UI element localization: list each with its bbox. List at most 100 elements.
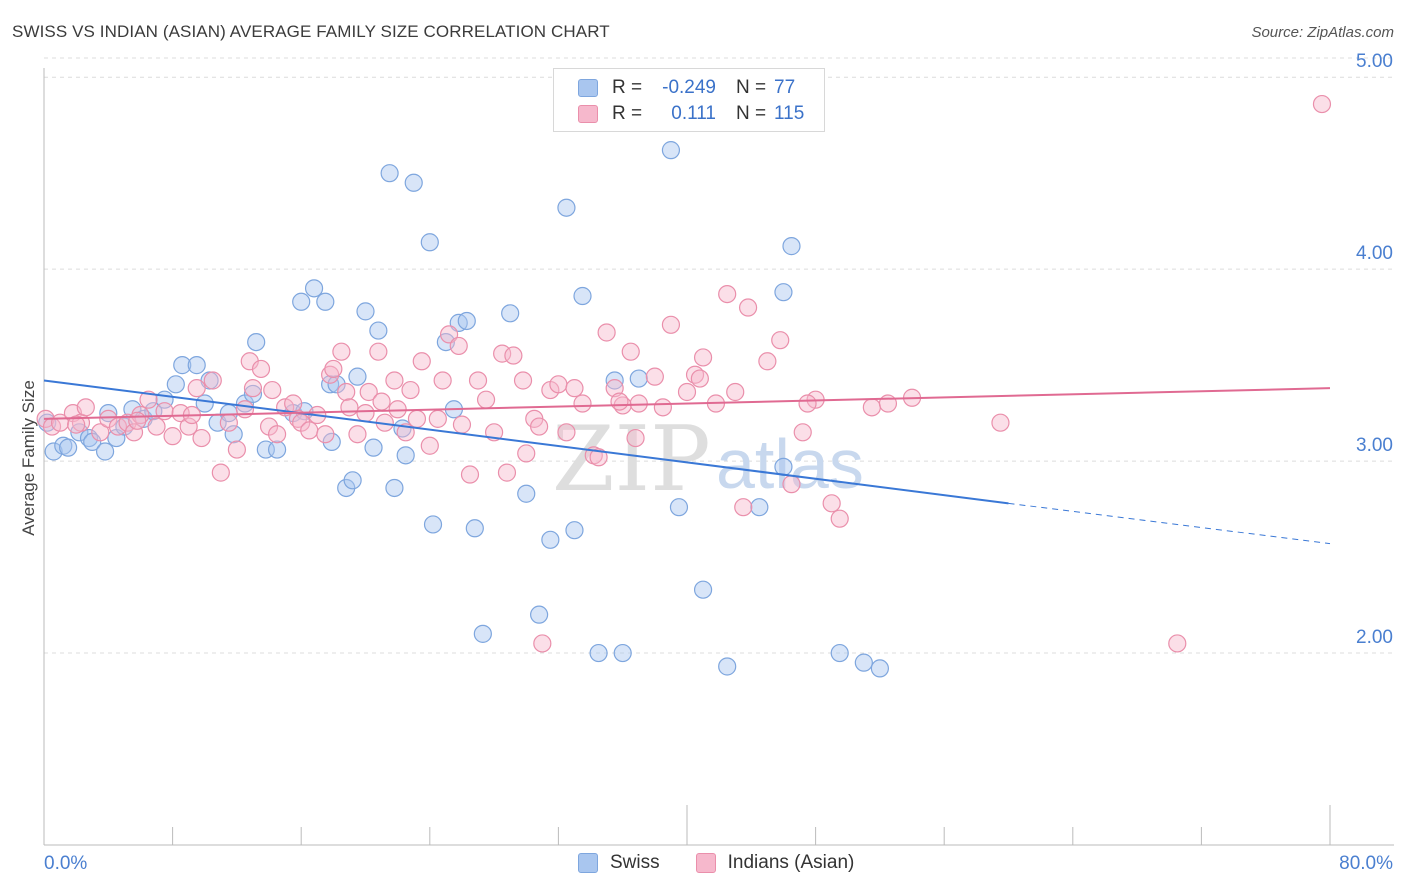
data-point xyxy=(830,643,849,663)
source-label: Source: ZipAtlas.com xyxy=(1251,24,1394,41)
data-point xyxy=(517,444,536,463)
data-point xyxy=(629,369,648,388)
data-point xyxy=(517,484,536,503)
legend-n-label: N = xyxy=(736,77,767,98)
watermark-zip: ZIP xyxy=(552,407,711,512)
legend-row-indians: R = 0.111 N = 115 xyxy=(578,101,814,127)
data-point xyxy=(420,436,439,455)
data-point xyxy=(565,521,584,540)
data-point xyxy=(356,302,375,321)
data-point xyxy=(192,428,211,448)
data-point xyxy=(428,409,447,428)
data-point xyxy=(171,404,190,423)
legend-r-value: 0.111 xyxy=(671,103,716,124)
data-point xyxy=(388,400,407,419)
data-point xyxy=(348,367,367,386)
data-point xyxy=(95,442,115,461)
data-point xyxy=(304,279,324,298)
data-point xyxy=(726,382,745,402)
data-point xyxy=(589,643,608,663)
data-point xyxy=(267,425,287,444)
data-point xyxy=(557,198,576,217)
data-point xyxy=(91,423,110,442)
data-point xyxy=(782,475,801,494)
data-point xyxy=(59,438,78,457)
data-point xyxy=(131,405,150,425)
x-tick-label-max: 80.0% xyxy=(1339,853,1393,874)
data-point xyxy=(653,398,672,417)
watermark: ZIP atlas xyxy=(552,407,864,512)
series-label-indians: Indians (Asian) xyxy=(727,852,855,873)
data-point xyxy=(693,348,713,367)
data-point xyxy=(364,438,383,457)
data-point xyxy=(734,498,753,517)
data-point xyxy=(557,423,576,442)
series-swatch-swiss xyxy=(578,853,598,873)
data-point xyxy=(605,371,624,390)
data-point xyxy=(774,457,793,476)
data-point xyxy=(324,359,343,379)
data-point xyxy=(530,417,549,436)
data-point xyxy=(369,321,388,340)
data-point xyxy=(798,394,817,413)
data-point xyxy=(854,653,873,672)
data-point xyxy=(128,411,147,430)
data-point xyxy=(321,375,340,394)
data-point xyxy=(433,371,452,390)
data-point xyxy=(67,415,86,434)
data-point xyxy=(187,356,206,375)
data-point xyxy=(380,164,399,183)
data-point xyxy=(613,643,632,663)
data-point xyxy=(626,428,645,448)
data-point xyxy=(404,173,423,192)
data-point xyxy=(533,634,552,653)
data-point xyxy=(465,519,484,538)
data-point xyxy=(359,382,378,402)
data-point xyxy=(224,425,243,444)
data-point xyxy=(460,465,480,484)
data-point xyxy=(621,342,640,361)
series-label-swiss: Swiss xyxy=(610,852,660,873)
data-point xyxy=(356,404,375,423)
data-point xyxy=(235,400,255,419)
data-point xyxy=(597,323,616,342)
data-point xyxy=(1312,94,1332,114)
series-legend-swiss: Swiss xyxy=(578,852,660,874)
data-point xyxy=(452,415,472,434)
legend-row-swiss: R = -0.249 N = 77 xyxy=(578,75,814,101)
data-point xyxy=(718,285,737,304)
data-point xyxy=(738,298,758,317)
data-point xyxy=(316,425,335,444)
y-tick-label: 4.00 xyxy=(1356,243,1393,264)
data-point xyxy=(327,375,346,394)
data-point xyxy=(321,365,340,384)
axes: 2.00 3.00 4.00 5.00 xyxy=(43,51,1394,846)
data-point xyxy=(661,315,681,334)
data-point xyxy=(771,331,790,350)
data-point xyxy=(401,380,420,400)
data-point xyxy=(457,311,476,331)
trend-lines xyxy=(43,379,1331,545)
legend-r-label: R = xyxy=(612,103,643,124)
data-point xyxy=(348,425,367,444)
legend-n-label: N = xyxy=(736,103,767,124)
data-point xyxy=(124,423,144,442)
data-point xyxy=(187,379,206,398)
data-point xyxy=(340,398,359,417)
data-point xyxy=(407,409,427,428)
data-point xyxy=(693,580,713,599)
watermark-atlas: atlas xyxy=(716,425,864,503)
data-point xyxy=(147,417,166,436)
data-point xyxy=(251,359,271,379)
data-point xyxy=(44,442,63,461)
data-point xyxy=(332,342,351,361)
data-point xyxy=(645,367,664,386)
data-point xyxy=(878,394,898,413)
data-point xyxy=(155,402,174,421)
series-indians-points xyxy=(36,94,1332,653)
data-point xyxy=(139,390,158,409)
data-point xyxy=(284,394,303,413)
data-point xyxy=(573,394,592,413)
data-point xyxy=(243,379,263,398)
